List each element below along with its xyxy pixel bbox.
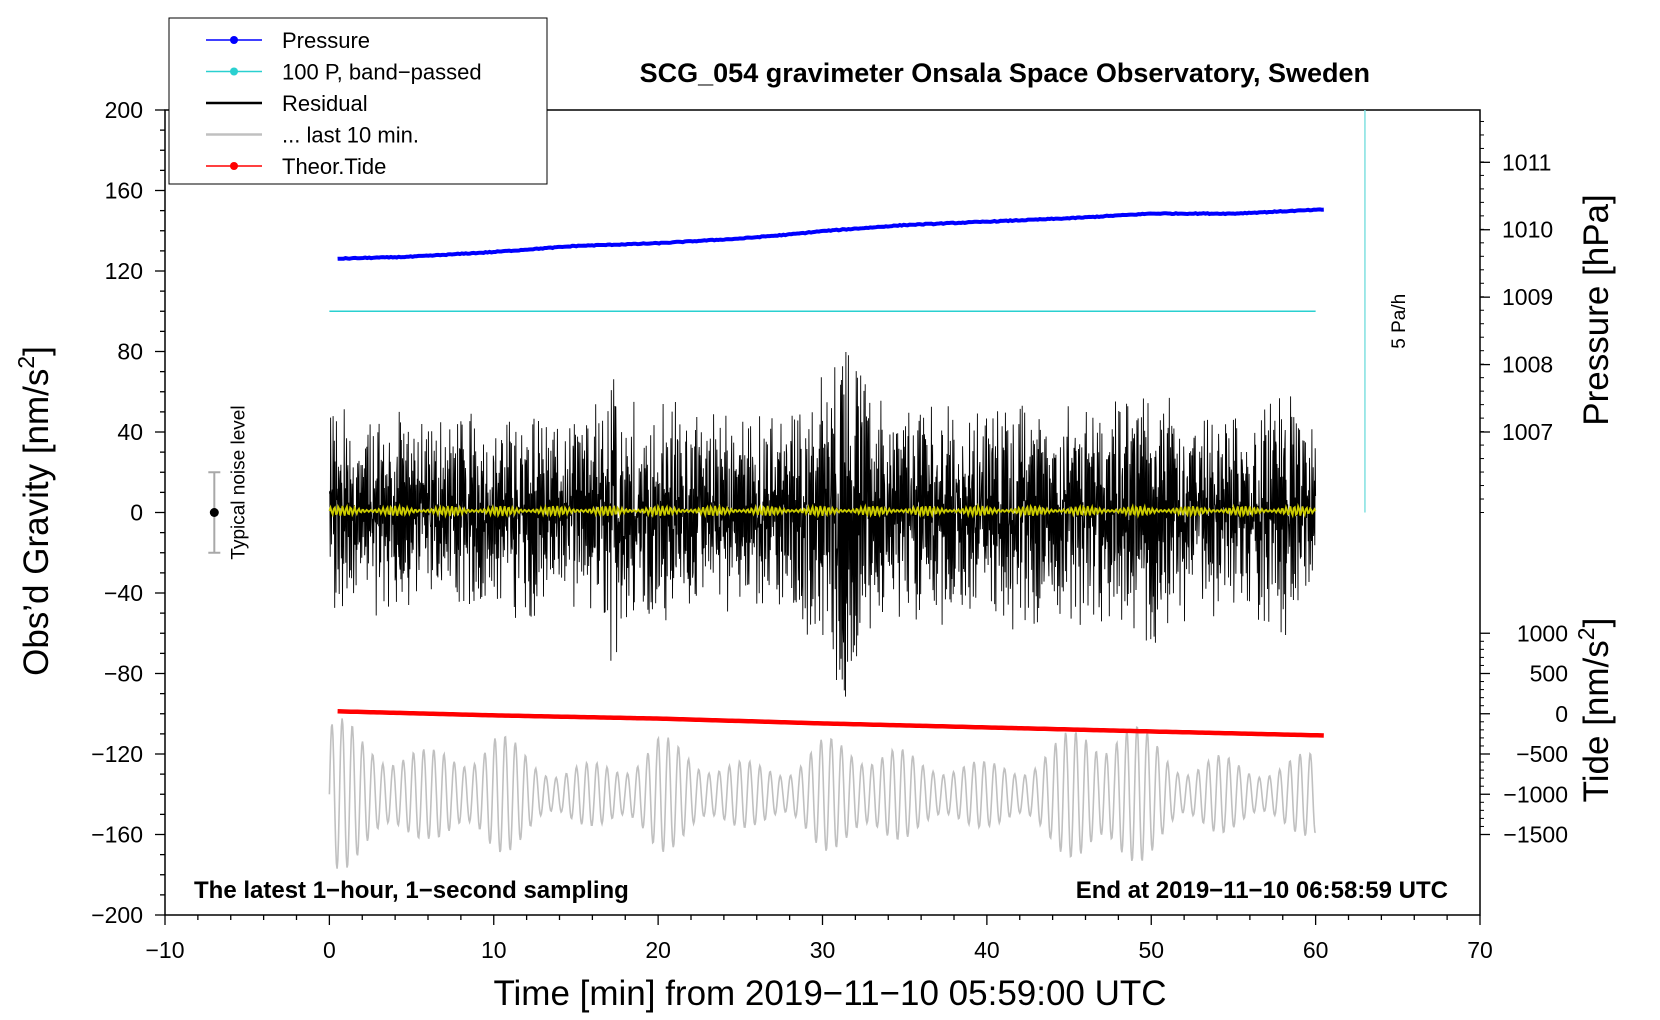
y-tide-tick-label: −1000: [1503, 781, 1568, 807]
series-residual: [328, 351, 1317, 697]
legend: Pressure 100 P, band−passed Residual ... la…: [168, 17, 548, 185]
x-tick-label: 70: [1467, 937, 1493, 963]
y-pressure-tick-label: 1008: [1502, 352, 1553, 378]
series-layer: [328, 207, 1324, 869]
axis-ticks: [155, 109, 1490, 925]
y-left-tick-label: 0: [130, 500, 143, 526]
tick-labels: −10 0 10 20 30 40 50 60 70 200 160 120 80 40 0 −40 −80 −1…: [91, 97, 1568, 963]
y-left-tick-label: 40: [117, 419, 143, 445]
y-left-tick-label: 120: [105, 258, 143, 284]
y-tide-tick-label: 500: [1530, 661, 1568, 687]
y-left-tick-label: −40: [104, 580, 143, 606]
x-tick-label: 20: [645, 937, 671, 963]
legend-marker: [230, 36, 238, 44]
y-tide-tick-label: −500: [1516, 741, 1568, 767]
x-tick-label: 60: [1303, 937, 1329, 963]
tide-axis-title: Tide [nm/s2]: [1573, 618, 1616, 803]
legend-label: Theor.Tide: [282, 154, 386, 179]
x-tick-label: 40: [974, 937, 1000, 963]
chart-title: SCG_054 gravimeter Onsala Space Observat…: [640, 58, 1370, 88]
x-tick-label: 50: [1138, 937, 1164, 963]
noise-level-label: Typical noise level: [228, 405, 249, 559]
pressure-rate-label: 5 Pa/h: [1389, 294, 1410, 349]
y-pressure-tick-label: 1011: [1502, 149, 1551, 175]
series-pressure: [337, 207, 1324, 261]
legend-label: 100 P, band−passed: [282, 60, 482, 85]
series-residual-band-passed: [328, 502, 1317, 519]
legend-label: Pressure: [282, 28, 370, 53]
y-tide-tick-label: −1500: [1503, 822, 1568, 848]
y-left-tick-label: −120: [91, 741, 143, 767]
tide-label-end: ]: [1577, 618, 1616, 628]
legend-marker: [230, 67, 238, 76]
annotation-end-time: End at 2019−11−10 06:58:59 UTC: [1076, 877, 1448, 904]
y-pressure-tick-label: 1010: [1502, 217, 1553, 243]
legend-label: Residual: [282, 91, 368, 116]
y-left-label-text: Obs’d Gravity [nm/s: [17, 369, 56, 676]
y-left-axis-title: Obs’d Gravity [nm/s2]: [13, 346, 56, 676]
y-left-tick-label: 200: [105, 97, 143, 123]
y-tide-tick-label: 1000: [1517, 620, 1568, 646]
noise-center-dot: [209, 508, 219, 517]
legend-marker: [230, 162, 238, 170]
y-pressure-tick-label: 1007: [1502, 419, 1553, 445]
y-pressure-tick-label: 1009: [1502, 284, 1553, 310]
y-left-label-end: ]: [17, 346, 56, 356]
series-last-10-min: [328, 718, 1317, 869]
y-left-tick-label: 160: [105, 178, 143, 204]
y-left-tick-label: −200: [91, 902, 143, 928]
x-tick-label: 10: [481, 937, 507, 963]
legend-box: [168, 17, 548, 185]
y-left-tick-label: −80: [104, 661, 143, 687]
tide-label-text: Tide [nm/s: [1577, 640, 1616, 802]
annotation-sampling: The latest 1−hour, 1−second sampling: [194, 877, 629, 904]
y-left-tick-label: −160: [91, 822, 143, 848]
x-tick-label: 0: [323, 937, 336, 963]
y-tide-tick-label: 0: [1555, 701, 1568, 727]
legend-entries: Pressure 100 P, band−passed Residual ... la…: [206, 28, 482, 179]
noise-level-indicator: Typical noise level: [208, 405, 249, 560]
pressure-axis-title: Pressure [hPa]: [1577, 194, 1616, 426]
series-theor-tide: [337, 709, 1324, 738]
x-tick-label: −10: [145, 937, 184, 963]
y-left-tick-label: 80: [117, 339, 143, 365]
x-axis-title: Time [min] from 2019−11−10 05:59:00 UTC: [493, 974, 1166, 1013]
y-left-label-sup: 2: [13, 356, 39, 369]
tide-label-sup: 2: [1573, 627, 1599, 640]
x-tick-label: 30: [810, 937, 836, 963]
legend-label: ... last 10 min.: [282, 123, 419, 148]
